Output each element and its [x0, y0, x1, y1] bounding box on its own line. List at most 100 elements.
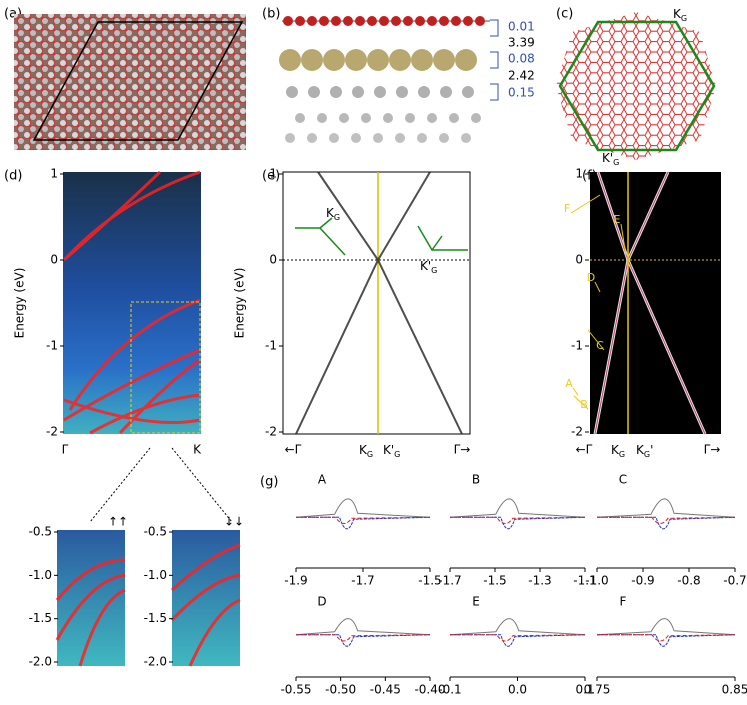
spectrum [596, 498, 736, 518]
x-tick-label: -0.50 [325, 683, 356, 697]
distance: 0.15 [508, 86, 535, 100]
spectra: A-1.9 -1.7 -1.5B-1.7 -1.5 -1.3 -1.1C-1.0 -0.9-… [280, 473, 747, 697]
atom [440, 86, 452, 98]
x-tick-label: -1.5 [418, 574, 441, 588]
atom [361, 113, 371, 123]
marker-line [570, 194, 601, 214]
atom [418, 86, 430, 98]
atom [367, 16, 377, 26]
honeycomb [556, 12, 716, 160]
y-tick-label: -2 [46, 425, 58, 439]
y-tick-label: 0 [269, 253, 277, 267]
atom [319, 16, 329, 26]
x-label: KG' [636, 443, 653, 459]
atom [317, 113, 327, 123]
panel-label: (e) [262, 169, 280, 184]
atom [329, 133, 339, 143]
spectrum [296, 516, 431, 525]
spectrum [296, 516, 431, 530]
spectrum [450, 634, 586, 642]
kp-label: K'G [602, 151, 619, 167]
x-tick-label: -0.8 [677, 574, 700, 588]
y-tick-label: -1.0 [144, 568, 167, 582]
atom [415, 16, 425, 26]
x-tick-label: -1.9 [284, 574, 307, 588]
spectrum [597, 516, 736, 530]
y-tick-label: 0 [50, 253, 58, 267]
x-tick-label: -0.1 [438, 683, 461, 697]
inset-label: K'G [420, 259, 437, 275]
atom [343, 16, 353, 26]
distance: 0.01 [508, 20, 535, 34]
atom [411, 49, 433, 71]
x-tick-label: -0.55 [280, 683, 311, 697]
atom [389, 49, 411, 71]
marker-label: D [587, 271, 595, 284]
atom [433, 49, 455, 71]
atom [351, 133, 361, 143]
y-tick-label: -2.0 [144, 655, 167, 669]
k-label: KG [673, 7, 687, 23]
x-tick-label: 0.1 [575, 683, 594, 697]
x-tick-label: -0.9 [631, 574, 654, 588]
atom [286, 86, 298, 98]
marker-line [594, 281, 601, 293]
side-view [279, 16, 490, 143]
spectrum [449, 618, 586, 636]
x-label: KG [611, 443, 625, 459]
atom [461, 133, 471, 143]
atom [295, 113, 305, 123]
subplot-label: E [472, 595, 480, 609]
panel-label: (b) [262, 7, 280, 22]
x-label: Γ→ [704, 443, 721, 457]
atom [395, 133, 405, 143]
atom [439, 16, 449, 26]
atom [471, 113, 481, 123]
distance: 3.39 [508, 36, 535, 50]
inset-icon [417, 225, 468, 251]
atom [379, 16, 389, 26]
atom [451, 16, 461, 26]
spectrum [449, 498, 586, 518]
panel-label: (g) [260, 475, 278, 490]
x-tick-label: -1.1 [573, 574, 596, 588]
spectrum [295, 618, 431, 636]
marker-label: A [565, 377, 573, 390]
subplot-label: C [619, 473, 627, 487]
band-map [63, 172, 201, 434]
atom [307, 16, 317, 26]
spectrum [295, 498, 431, 518]
spectrum [450, 634, 586, 647]
x-tick-label: -1.7 [351, 574, 374, 588]
atom [405, 113, 415, 123]
y-tick-label: -1 [46, 339, 58, 353]
atom [391, 16, 401, 26]
spectrum [597, 634, 736, 647]
x-tick-label: K [193, 443, 202, 457]
x-tick-label: -1.3 [528, 574, 551, 588]
y-tick-label: -2.0 [29, 655, 52, 669]
atom [355, 16, 365, 26]
atom [475, 16, 485, 26]
x-tick-label: -1.7 [438, 574, 461, 588]
atom [283, 16, 293, 26]
subplot-label: A [318, 473, 327, 487]
atom [279, 49, 301, 71]
y-title: Energy (eV) [13, 268, 27, 339]
brillouin-zone [558, 20, 716, 152]
x-tick-label: Γ [62, 443, 69, 457]
marker-label: C [596, 339, 604, 352]
x-tick-label: -0.40 [414, 683, 445, 697]
bands [55, 543, 241, 667]
x-tick-label: -0.7 [723, 574, 746, 588]
atom [455, 49, 477, 71]
plot-area [590, 172, 721, 434]
y-tick-label: -1.0 [29, 568, 52, 582]
panel-label: (d) [4, 169, 22, 184]
marker-line [572, 387, 579, 396]
x-label: ←Γ [285, 443, 302, 457]
spectrum [296, 634, 431, 642]
atom [308, 86, 320, 98]
distance: 0.08 [508, 52, 535, 66]
y-tick-label: 1 [575, 167, 583, 181]
